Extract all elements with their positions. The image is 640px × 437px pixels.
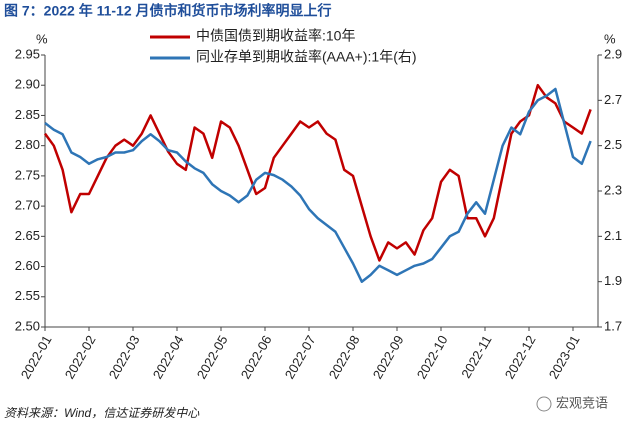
y-axis-label: %	[36, 31, 48, 46]
x-tick-label: 2022-07	[282, 333, 319, 382]
y-tick-label: 2.80	[15, 137, 40, 152]
x-tick-label: 2023-01	[546, 333, 583, 382]
x-tick-label: 2022-12	[502, 333, 539, 382]
x-tick-label: 2022-08	[326, 333, 363, 382]
y2-tick-label: 2.9	[604, 46, 622, 61]
x-tick-label: 2022-09	[370, 333, 407, 382]
legend-label: 中债国债到期收益率:10年	[196, 28, 355, 44]
series-line	[43, 83, 592, 262]
y2-tick-label: 2.5	[604, 137, 622, 152]
x-tick-label: 2022-03	[106, 333, 143, 382]
y-tick-label: 2.90	[15, 77, 40, 92]
x-tick-label: 2022-11	[458, 333, 494, 381]
watermark-icon	[536, 396, 552, 412]
y2-tick-label: 1.7	[604, 318, 622, 333]
series-line	[44, 87, 592, 283]
y2-tick-label: 2.3	[604, 182, 622, 197]
y2-tick-label: 2.1	[604, 228, 622, 243]
y-tick-label: 2.95	[15, 46, 40, 61]
y-tick-label: 2.60	[15, 258, 40, 273]
x-tick-label: 2022-01	[18, 333, 55, 382]
chart-title: 图 7：2022 年 11-12 月债市和货币市场利率明显上行	[4, 3, 332, 19]
y2-tick-label: 1.9	[604, 273, 622, 288]
source-note: 资料来源：Wind，信达证券研发中心	[4, 406, 200, 420]
y2-axis-label: %	[604, 31, 616, 46]
y2-tick-label: 2.7	[604, 92, 622, 107]
y-tick-label: 2.75	[15, 167, 40, 182]
x-tick-label: 2022-10	[414, 333, 451, 382]
y-tick-label: 2.50	[15, 318, 40, 333]
x-tick-label: 2022-05	[194, 333, 231, 382]
y-tick-label: 2.70	[15, 198, 40, 213]
y-tick-label: 2.55	[15, 288, 40, 303]
legend-label: 同业存单到期收益率(AAA+):1年(右)	[196, 49, 417, 65]
y-tick-label: 2.85	[15, 107, 40, 122]
watermark: 宏观竞语	[556, 395, 608, 410]
y-tick-label: 2.65	[15, 228, 40, 243]
x-tick-label: 2022-06	[238, 333, 275, 382]
x-tick-label: 2022-04	[150, 333, 187, 382]
x-tick-label: 2022-02	[62, 333, 99, 382]
